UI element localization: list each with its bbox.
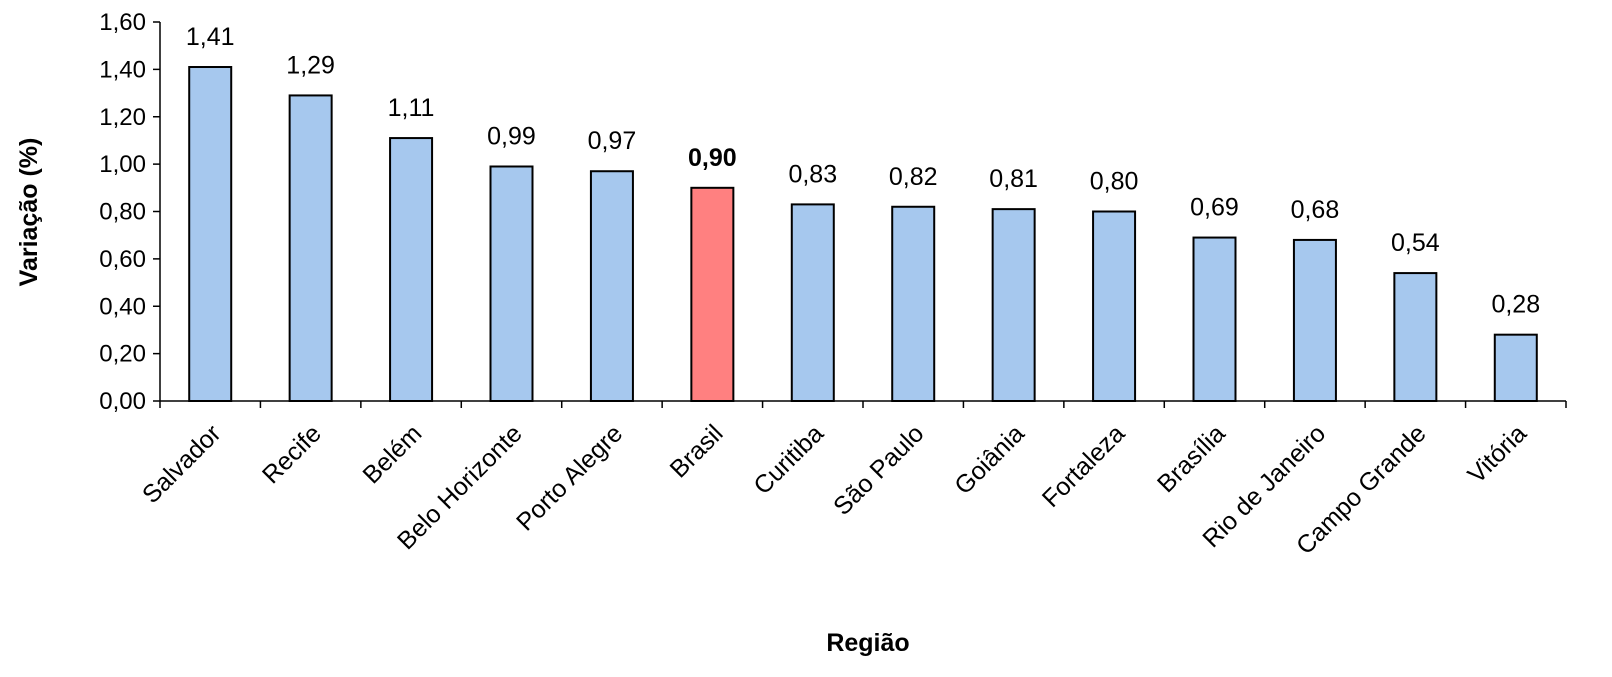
data-label: 0,54	[1391, 229, 1440, 257]
category-label: Salvador	[137, 419, 227, 509]
data-label: 1,29	[286, 51, 335, 79]
data-label: 1,11	[388, 94, 435, 122]
y-tick-label: 1,00	[99, 151, 146, 178]
data-label: 0,80	[1090, 168, 1139, 196]
data-label: 0,99	[487, 122, 536, 150]
y-tick-label: 0,80	[99, 199, 146, 226]
y-tick-label: 1,40	[99, 56, 146, 83]
bar-salvador	[188, 66, 233, 402]
bar-rio-de-janeiro	[1292, 238, 1337, 402]
y-tick-label: 0,60	[99, 246, 146, 273]
bar-fortaleza	[1092, 210, 1137, 402]
category-label: Fortaleza	[1037, 419, 1131, 513]
data-label: 0,82	[889, 163, 938, 191]
y-tick-label: 1,60	[99, 9, 146, 36]
data-label: 0,69	[1190, 194, 1239, 222]
bar-bras-lia	[1192, 236, 1237, 402]
bar-s-o-paulo	[891, 205, 936, 402]
bar-porto-alegre	[589, 170, 634, 402]
x-axis	[159, 400, 1567, 408]
category-label: Brasil	[665, 419, 729, 483]
bars	[188, 66, 1538, 403]
data-label: 1,41	[186, 23, 235, 51]
bar-goi-nia	[991, 208, 1036, 402]
bar-recife	[288, 94, 333, 403]
data-label: 0,83	[788, 160, 837, 188]
category-label: Curitiba	[748, 419, 829, 500]
y-tick-label: 0,20	[99, 341, 146, 368]
x-axis-title: Região	[826, 629, 909, 657]
data-label: 0,97	[588, 127, 637, 155]
y-tick-label: 0,00	[99, 388, 146, 415]
y-axis: 0,00 0,20 0,40 0,60 0,80 1,00 1,20 1,40 1,60	[99, 9, 161, 415]
bar-brasil	[690, 186, 735, 402]
category-label: São Paulo	[828, 419, 929, 520]
category-label: Goiânia	[949, 419, 1030, 500]
category-label: Porto Alegre	[511, 419, 628, 536]
bar-curitiba	[790, 203, 835, 402]
data-label: 0,68	[1291, 196, 1340, 224]
category-label: Recife	[257, 419, 327, 489]
data-label: 0,81	[989, 165, 1038, 193]
y-tick-label: 0,40	[99, 293, 146, 320]
bar-belo-horizonte	[489, 165, 534, 402]
category-label: Brasília	[1152, 419, 1231, 498]
y-axis-title: Variação (%)	[15, 138, 43, 287]
data-label: 0,90	[688, 144, 737, 172]
bar-vit-ria	[1493, 333, 1538, 402]
y-tick-label: 1,20	[99, 104, 146, 131]
category-label: Vitória	[1462, 419, 1532, 489]
bar-campo-grande	[1393, 272, 1438, 402]
bar-bel-m	[389, 137, 434, 402]
data-label: 0,28	[1491, 291, 1540, 319]
category-label: Belém	[357, 419, 427, 489]
data-labels: 1,41 1,29 1,11 0,99 0,97 0,90 0,83 0,82 0,81 0,80…	[186, 23, 1540, 319]
